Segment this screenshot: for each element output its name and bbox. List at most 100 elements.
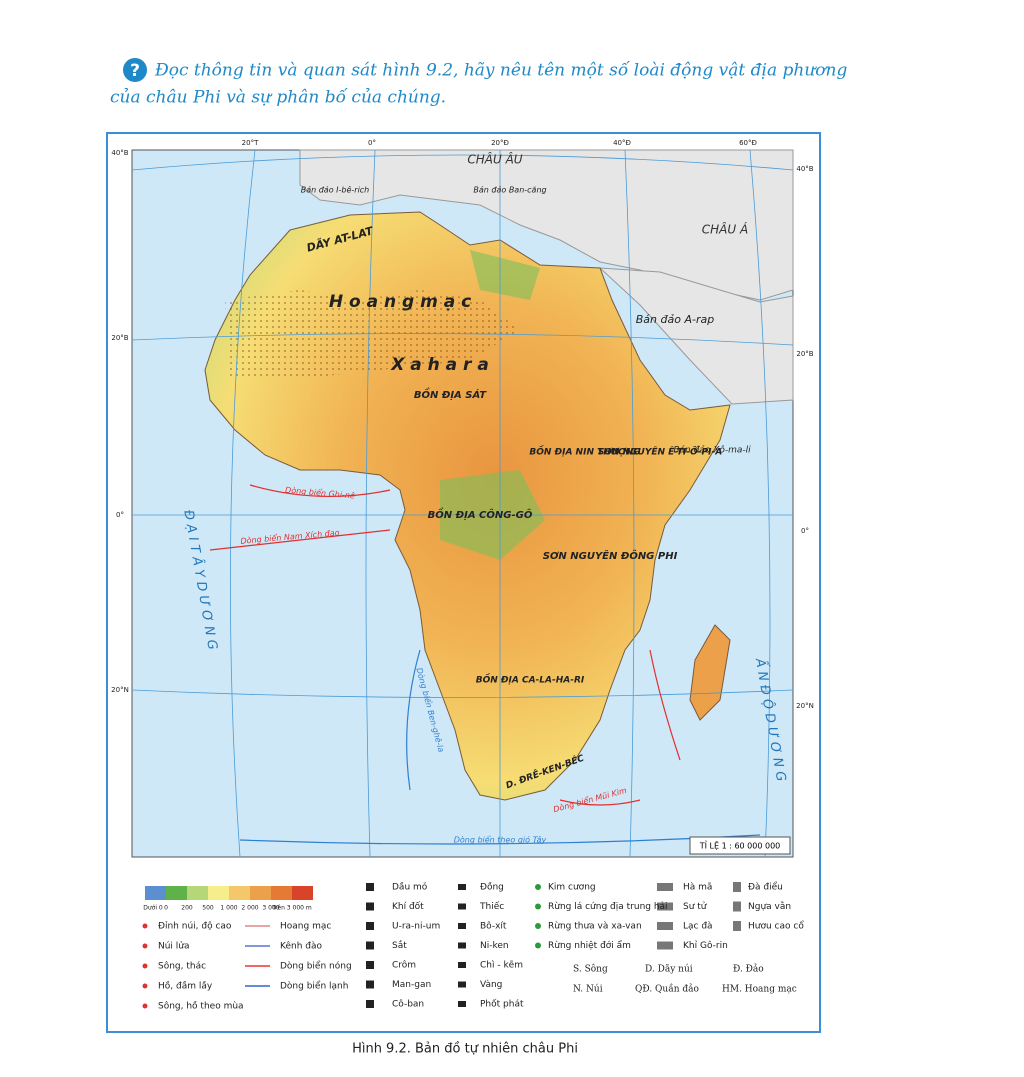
abbreviation: QĐ. Quần đảo [635, 984, 699, 995]
legend-symbol [142, 943, 148, 949]
legend-label: Khỉ Gô-rin [683, 940, 728, 951]
longitude-label: 60°Đ [739, 139, 757, 147]
elevation-swatch [187, 886, 208, 900]
map-label: Bán đảo I-bê-rich [301, 185, 370, 195]
latitude-label: 20°B [796, 350, 813, 358]
legend-symbol [657, 941, 673, 950]
map-label: BỒN ĐỊA CÔNG-GÔ [428, 506, 533, 521]
legend-symbol [458, 923, 466, 929]
legend-label: Ngựa vằn [748, 901, 791, 912]
question-icon [123, 58, 147, 82]
legend-symbol [142, 963, 148, 969]
legend-label: Dòng biển nóng [280, 961, 352, 972]
map-label: Bán đảo A-rap [636, 313, 714, 326]
legend-symbol [657, 922, 673, 930]
latitude-label: 40°B [111, 149, 128, 157]
legend-symbol [535, 884, 541, 890]
elevation-swatch [166, 886, 187, 900]
map: TỈ LỆ 1 : 60 000 000 [131, 149, 794, 858]
legend-symbol [535, 942, 541, 949]
elevation-swatch [208, 886, 229, 900]
legend-symbol [458, 884, 466, 890]
legend-symbol [657, 883, 673, 891]
legend-label: Man-gan [392, 980, 431, 990]
legend-symbol [366, 922, 374, 930]
legend-label: Ni-ken [480, 941, 509, 951]
legend-symbol [458, 981, 466, 988]
longitude-label: 40°Đ [613, 139, 631, 147]
legend-symbol [458, 942, 466, 949]
elevation-swatch [145, 886, 166, 900]
legend-label: Hà mã [683, 883, 712, 893]
elevation-swatch [229, 886, 250, 900]
legend-label: Hươu cao cổ [748, 921, 804, 932]
longitude-label: 20°T [242, 139, 259, 147]
legend-label: Hoang mạc [280, 922, 331, 932]
caption: Hình 9.2. Bản đồ tự nhiên châu Phi [352, 1042, 578, 1057]
legend-label: Chì - kẽm [480, 961, 523, 971]
arabia-land [598, 267, 794, 405]
europe-asia-land [299, 149, 794, 301]
elevation-label: 2 000 [241, 905, 258, 912]
map-label: CHÂU Á [702, 222, 748, 237]
map-label: X a h a r a [390, 355, 489, 375]
legend-label: Hồ, đầm lầy [158, 981, 213, 992]
legend-label: Bô-xít [480, 921, 507, 932]
legend-symbol [458, 903, 466, 910]
legend-label: Dầu mỏ [392, 882, 428, 893]
scale-text: TỈ LỆ 1 : 60 000 000 [699, 840, 781, 852]
legend-label: Núi lửa [158, 941, 190, 952]
legend-label: Sắt [392, 940, 407, 951]
latitude-label: 20°N [796, 702, 814, 710]
map-label: Bán đảo Xô-ma-li [673, 445, 751, 456]
abbreviation: D. Dãy núi [645, 964, 693, 975]
legend-symbol [366, 1000, 374, 1008]
legend-label: Sông, thác [158, 961, 206, 972]
legend-symbol [458, 1001, 466, 1007]
latitude-label: 20°B [111, 334, 128, 342]
question-line: của châu Phi và sự phân bố của chúng. [110, 88, 446, 108]
legend-label: Rừng thưa và xa-van [548, 922, 642, 932]
question-icon-mark: ? [130, 61, 140, 81]
legend-label: Rừng nhiệt đới ẩm [548, 940, 631, 951]
legend-symbol [733, 921, 741, 931]
legend-label: Đỉnh núi, độ cao [158, 921, 232, 932]
legend-symbol [657, 902, 673, 911]
legend-symbol [366, 961, 374, 969]
legend-label: Cô-ban [392, 999, 424, 1010]
longitude-label: 0° [368, 139, 376, 147]
legend [142, 882, 741, 1009]
legend-label: Kim cương [548, 883, 596, 893]
elevation-label: 200 [181, 905, 193, 912]
map-label: BỒN ĐỊA SÁT [414, 386, 487, 401]
map-label: CHÂU ÂU [467, 152, 522, 167]
legend-symbol [366, 980, 374, 989]
legend-label: Vàng [480, 980, 502, 990]
elevation-swatch [250, 886, 271, 900]
legend-label: Khí đốt [392, 901, 424, 912]
latitude-label: 40°B [796, 165, 813, 173]
latitude-label: 0° [801, 527, 809, 535]
map-label: Dòng biển theo gió Tây [454, 835, 547, 845]
legend-label: Dòng biển lạnh [280, 981, 348, 992]
longitude-label: 20°Đ [491, 139, 509, 147]
map-label: SƠN NGUYÊN Ê-TI-Ô-PI-A [598, 447, 722, 458]
graticule [131, 149, 794, 858]
legend-symbol [535, 903, 541, 910]
legend-label: Thiếc [479, 901, 504, 912]
legend-label: Sông, hồ theo mùa [158, 1001, 244, 1012]
map-label: SƠN NGUYÊN ĐÔNG PHI [543, 548, 678, 562]
legend-label: Đà điểu [748, 882, 783, 893]
legend-symbol [142, 983, 148, 989]
elevation-label: Trên 3 000 m [271, 905, 312, 912]
elevation-label: 500 [202, 905, 214, 912]
legend-label: Crôm [392, 960, 416, 971]
elevation-label: 1 000 [220, 905, 237, 912]
abbreviation: S. Sông [573, 964, 608, 975]
abbreviation: N. Núi [573, 984, 603, 995]
legend-symbol [366, 941, 374, 950]
legend-label: U-ra-ni-um [392, 922, 440, 932]
elevation-label: Dưới 0 [143, 905, 163, 912]
legend-symbol [733, 901, 741, 912]
